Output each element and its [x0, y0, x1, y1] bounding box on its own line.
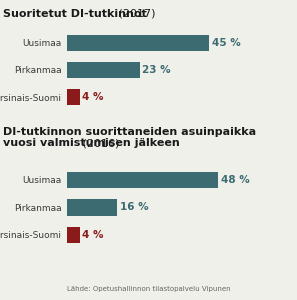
- Text: 23 %: 23 %: [142, 65, 171, 75]
- Text: DI-tutkinnon suorittaneiden asuinpaikka: DI-tutkinnon suorittaneiden asuinpaikka: [3, 127, 256, 137]
- Text: 4 %: 4 %: [82, 230, 104, 240]
- Text: 16 %: 16 %: [120, 202, 148, 212]
- Text: (2017): (2017): [115, 9, 156, 19]
- Text: Suoritetut DI-tutkinnot: Suoritetut DI-tutkinnot: [3, 9, 147, 19]
- Bar: [67, 226, 80, 243]
- Text: (2016): (2016): [79, 138, 119, 148]
- Bar: [67, 199, 118, 216]
- Bar: [67, 34, 209, 51]
- Text: 4 %: 4 %: [82, 92, 104, 102]
- Text: vuosi valmistumisen jälkeen: vuosi valmistumisen jälkeen: [3, 138, 180, 148]
- Bar: [67, 172, 219, 188]
- Text: Lähde: Opetushallinnon tilastopalvelu Vipunen: Lähde: Opetushallinnon tilastopalvelu Vi…: [67, 286, 231, 292]
- Text: 48 %: 48 %: [221, 175, 250, 185]
- Bar: [67, 89, 80, 105]
- Bar: [67, 62, 140, 78]
- Text: 45 %: 45 %: [211, 38, 240, 48]
